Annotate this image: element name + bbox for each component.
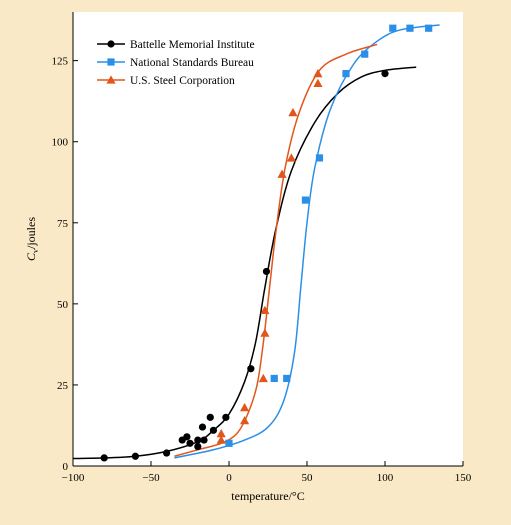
national-standards-bureau-point [283, 374, 291, 383]
u-s-steel-corporation-point [260, 328, 270, 337]
national-standards-bureau-point [361, 50, 369, 58]
battelle-memorial-institute-point [200, 436, 208, 444]
national-standards-bureau-curve [174, 24, 440, 459]
battelle-memorial-institute-point [194, 436, 202, 444]
u-s-steel-corporation-legend-marker [106, 75, 116, 84]
national-standards-bureau-point [425, 24, 433, 32]
national-standards-bureau-point [389, 24, 397, 32]
national-standards-bureau-legend-label: National Standards Bureau [130, 57, 254, 69]
y-tick-label: 50 [57, 299, 69, 311]
battelle-memorial-institute-point [194, 442, 202, 451]
y-axis-title: Cv/joules [24, 217, 40, 261]
battelle-memorial-institute-point [222, 413, 230, 421]
legend: Battelle Memorial Institute National Stan… [97, 39, 255, 87]
national-standards-bureau-point [342, 70, 350, 78]
battelle-memorial-institute-point [100, 454, 108, 462]
battelle-memorial-institute-point [183, 433, 191, 441]
national-standards-bureau-point [225, 439, 233, 447]
plot-area [73, 12, 463, 466]
battelle-memorial-institute-point [262, 267, 271, 276]
national-standards-bureau-point [270, 374, 278, 383]
x-tick-label: −50 [142, 472, 160, 484]
battelle-memorial-institute-curve [72, 66, 417, 460]
battelle-memorial-institute-point [206, 413, 214, 421]
u-s-steel-corporation-point [277, 169, 287, 178]
x-tick-label: 100 [377, 472, 394, 484]
national-standards-bureau-point [301, 196, 310, 204]
y-axis-title-rest: /joules [24, 217, 38, 249]
x-tick-label: −100 [62, 472, 85, 484]
y-tick-label: 125 [52, 56, 69, 68]
u-s-steel-corporation-point [240, 416, 250, 425]
y-tick-label: 75 [57, 218, 69, 230]
national-standards-bureau-legend-marker [107, 58, 115, 66]
battelle-memorial-institute-point [381, 70, 389, 78]
y-tick-label: 25 [57, 380, 69, 392]
u-s-steel-corporation-point [216, 428, 226, 438]
battelle-memorial-institute-point [247, 365, 255, 373]
battelle-memorial-institute-point [163, 449, 171, 457]
y-axis-title-sub: v [31, 249, 40, 253]
y-tick-label: 100 [52, 137, 69, 149]
battelle-memorial-institute-legend-label: Battelle Memorial Institute [130, 39, 255, 51]
national-standards-bureau-point [406, 24, 414, 32]
u-s-steel-corporation-point [216, 435, 226, 444]
y-tick-label: 0 [63, 461, 69, 473]
u-s-steel-corporation-point [313, 78, 323, 88]
x-tick-label: 0 [226, 472, 232, 484]
y-axis-title-main: C [24, 252, 38, 261]
u-s-steel-corporation-point [260, 305, 270, 315]
u-s-steel-corporation-point [240, 403, 250, 412]
x-axis-title: temperature/°C [231, 489, 304, 503]
battelle-memorial-institute-point [131, 452, 139, 460]
x-tick-label: 50 [302, 472, 314, 484]
x-tick-label: 150 [455, 472, 472, 484]
battelle-memorial-institute-point [209, 426, 217, 434]
u-s-steel-corporation-point [288, 107, 298, 117]
u-s-steel-corporation-legend-label: U.S. Steel Corporation [130, 75, 235, 87]
battelle-memorial-institute-legend-marker [107, 40, 115, 48]
national-standards-bureau-point [315, 154, 324, 162]
u-s-steel-corporation-point [313, 69, 323, 78]
battelle-memorial-institute-point [186, 439, 194, 447]
u-s-steel-corporation-point [258, 373, 268, 383]
u-s-steel-corporation-point [286, 153, 296, 162]
battelle-memorial-institute-point [198, 423, 207, 431]
